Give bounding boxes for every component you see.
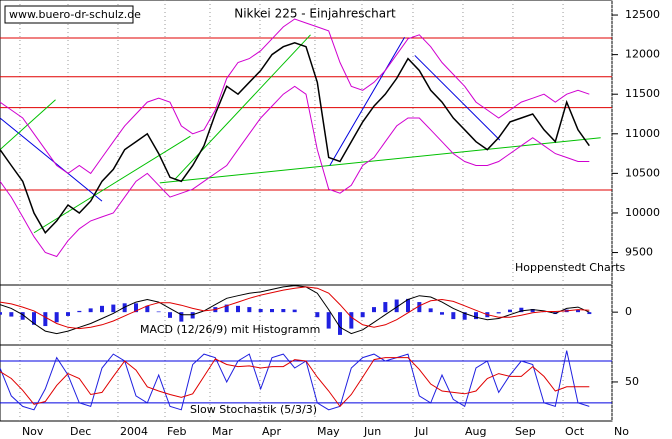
histogram-bar	[168, 312, 172, 318]
histogram-bar	[394, 299, 399, 313]
histogram-bar	[247, 307, 252, 313]
histogram-bar	[440, 312, 444, 315]
histogram-bar	[281, 309, 286, 313]
histogram-bar	[190, 312, 195, 319]
histogram-bar	[587, 312, 592, 315]
series-line	[0, 357, 590, 408]
histogram-bar	[360, 312, 365, 318]
histogram-bar	[32, 312, 36, 325]
trend-line	[159, 137, 601, 184]
histogram-bar	[451, 312, 456, 320]
x-tick-label: Jun	[363, 425, 381, 438]
y-tick-label: 12500	[625, 8, 660, 21]
watermark-box	[4, 5, 134, 24]
x-tick-label: May	[317, 425, 340, 438]
y-tick-label: 11000	[625, 127, 660, 140]
histogram-bar	[338, 312, 342, 335]
source-note: Hoppenstedt Charts	[515, 261, 626, 274]
histogram-bar	[236, 305, 240, 313]
macd-title: MACD (12/26/9) mit Histogramm	[140, 323, 320, 336]
histogram-bar	[54, 312, 59, 323]
x-tick-label: 2004	[120, 425, 148, 438]
histogram-bar	[417, 302, 422, 313]
histogram-bar	[100, 305, 104, 313]
x-tick-label: Oct	[565, 425, 585, 438]
series-line	[0, 350, 590, 411]
stochastic-title: Slow Stochastik (5/3/3)	[190, 403, 317, 416]
x-tick-label: No	[614, 425, 629, 438]
histogram-bar	[88, 308, 93, 313]
x-tick-label: Mar	[212, 425, 233, 438]
histogram-bar	[145, 305, 150, 313]
histogram-bar	[349, 312, 354, 329]
y-tick-label: 9500	[625, 246, 653, 259]
histogram-bar	[315, 312, 320, 318]
histogram-bar	[77, 310, 82, 313]
histogram-bar	[496, 312, 501, 314]
y-tick-label: 50	[625, 375, 639, 388]
histogram-bar	[508, 309, 512, 313]
histogram-bar	[462, 312, 467, 320]
y-tick-label: 0	[625, 305, 632, 318]
series-line	[0, 285, 590, 335]
y-tick-label: 10000	[625, 206, 660, 219]
histogram-bar	[372, 307, 376, 313]
histogram-bar	[156, 311, 161, 313]
series-line	[0, 286, 590, 330]
histogram-bar	[66, 312, 70, 316]
x-tick-label: Dec	[70, 425, 91, 438]
trend-line	[174, 34, 311, 181]
watermark: www.buero-dr-schulz.de	[9, 8, 141, 21]
trend-line	[414, 55, 501, 141]
histogram-bar	[576, 309, 580, 313]
histogram-bar	[179, 312, 184, 322]
x-tick-label: Aug	[465, 425, 486, 438]
histogram-bar	[406, 298, 410, 313]
x-tick-label: Feb	[167, 425, 186, 438]
histogram-bar	[0, 312, 2, 315]
histogram-bar	[122, 303, 127, 313]
x-tick-label: Nov	[22, 425, 44, 438]
series-line	[0, 18, 590, 175]
y-tick-label: 11500	[625, 87, 660, 100]
histogram-bar	[20, 312, 25, 320]
histogram-bar	[134, 303, 138, 313]
x-tick-label: Apr	[262, 425, 282, 438]
trend-line	[329, 36, 406, 166]
x-tick-label: Jul	[414, 425, 428, 438]
histogram-bar	[43, 312, 48, 327]
histogram-bar	[428, 308, 433, 313]
y-tick-label: 10500	[625, 166, 660, 179]
histogram-bar	[9, 312, 14, 317]
trend-line	[0, 117, 103, 202]
histogram-bar	[530, 309, 535, 313]
histogram-bar	[326, 312, 331, 329]
histogram-bar	[111, 304, 116, 313]
histogram-bar	[474, 312, 478, 320]
histogram-bar	[292, 309, 297, 313]
chart-title: Nikkei 225 - Einjahreschart	[234, 7, 396, 21]
y-tick-label: 12000	[625, 48, 660, 61]
series-line	[0, 42, 590, 235]
histogram-bar	[258, 309, 263, 313]
series-line	[0, 85, 590, 258]
histogram-bar	[519, 307, 524, 313]
histogram-bar	[270, 309, 274, 313]
histogram-bar	[224, 304, 229, 313]
histogram-bar	[383, 302, 388, 313]
x-tick-label: Sep	[515, 425, 536, 438]
